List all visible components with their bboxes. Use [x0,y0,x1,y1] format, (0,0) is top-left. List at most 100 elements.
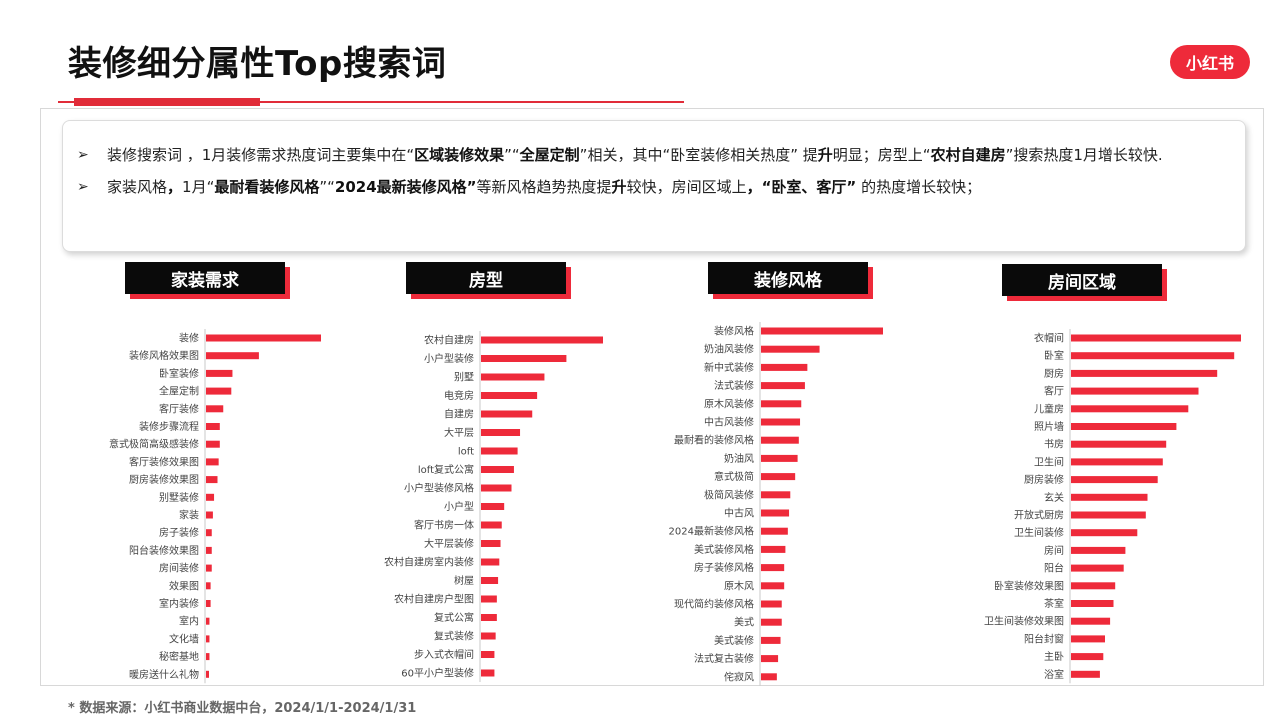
category-label: 暖房送什么礼物 [129,668,199,681]
category-label: 文化墙 [169,632,199,645]
chart-room-area: 衣帽间 卧室 厨房 客厅 儿童房 照片墙 书房 卫生间 厨房装修 玄关 开放式厨房 卫生间装修 房间 阳台… [920,300,1250,692]
bar [761,636,781,644]
category-label: 小户型装修 [424,352,474,365]
bar [1071,529,1138,537]
bar [1071,635,1105,643]
category-label: 效果图 [169,579,199,592]
bar [1071,653,1104,661]
summary-segment: 全屋定制 [519,146,580,164]
bar [761,509,790,517]
summary-segment: 等新风格趋势热度提 [476,178,612,196]
bar [761,454,798,462]
bar [1071,458,1163,466]
arrow-bullet-icon: ➢ [77,179,89,195]
bar [1071,546,1126,554]
brand-logo: 小红书 [1170,45,1250,79]
bar [1071,617,1111,625]
category-label: loft [458,447,474,458]
bar [206,493,215,501]
category-label: 秘密基地 [159,650,199,663]
bar [481,577,499,584]
bar [761,363,808,371]
category-label: 自建房 [444,408,474,421]
category-label: 电竞房 [444,389,474,402]
bar [481,336,603,344]
bar [1071,352,1235,360]
bar [206,617,210,625]
chart-header-room-area: 房间区域 [1002,264,1162,296]
bar [1071,582,1116,590]
bar [761,600,782,608]
category-label: 客厅装修效果图 [129,455,199,468]
category-label: 农村自建房户型图 [394,593,474,606]
summary-text-1: 装修搜索词 ，1月装修需求热度词主要集中在“区域装修效果”“全屋定制”相关，其中… [107,146,1163,164]
category-label: 中古风 [724,507,754,520]
summary-segment: 区域装修效果 [414,146,505,164]
category-label: 装修风格 [714,325,754,338]
category-label: 美式装修风格 [694,543,754,556]
category-label: 茶室 [1044,597,1064,610]
bar [1071,600,1114,607]
bar [206,440,220,448]
summary-segment: 升 [817,146,833,164]
bar [206,387,232,395]
category-label: 小户型装修风格 [404,482,474,495]
category-label: 厨房 [1044,367,1064,380]
category-label: 别墅装修 [159,491,199,504]
summary-segment: 明显；房型上“ [832,146,931,164]
bar [481,521,502,529]
bar [1071,493,1148,501]
summary-line-2: ➢ 家装风格，1月“最耐看装修风格”“2024最新装修风格”等新风格趋势热度提升… [77,177,1223,197]
category-label: 厨房装修 [1024,473,1064,486]
category-label: 原木风 [724,580,754,592]
bar [761,564,785,572]
category-label: 阳台装修效果图 [129,544,199,557]
category-label: 60平小户型装修 [401,667,474,680]
category-label: 别墅 [454,372,474,384]
bar [481,503,505,510]
chart-house-type: 农村自建房 小户型装修 别墅 电竞房 自建房 大平层 loft loft复式公寓 小户型装修风格… [340,300,610,692]
category-label: 阳台封窗 [1024,632,1064,645]
category-label: 意式极简高级感装修 [109,438,199,451]
bar [481,484,512,492]
bar [761,655,779,663]
category-label: 装修风格效果图 [129,349,199,362]
category-label: 开放式厨房 [1014,509,1064,522]
summary-segment: 的热度增长较快； [856,178,982,196]
bar [761,436,799,444]
bar [1071,423,1177,430]
category-label: 美式 [734,616,754,629]
bar [481,355,567,362]
category-label: 原木风装修 [704,397,754,410]
arrow-bullet-icon: ➢ [77,147,89,163]
bar [761,673,777,681]
bar [206,546,212,554]
category-label: 厨房装修效果图 [129,473,199,486]
category-label: 小户型 [444,500,474,513]
bar [481,651,495,658]
category-label: 室内 [179,615,199,628]
category-label: 书房 [1044,438,1064,451]
category-label: 客厅 [1044,385,1064,398]
category-label: 复式公寓 [434,611,474,624]
category-label: 装修 [179,332,199,345]
summary-segment: ， [167,178,183,196]
bar [761,473,796,481]
category-label: 美式装修 [714,634,754,647]
summary-segment: 家装风格 [107,178,168,196]
bar [1071,564,1124,572]
bar [761,545,786,553]
bar [206,511,213,519]
summary-segment: 2024最新装修风格” [334,178,477,196]
category-label: 浴室 [1044,668,1064,681]
bar [1071,405,1189,413]
bar [761,582,785,590]
category-label: 最耐看的装修风格 [674,434,754,447]
category-label: 卧室 [1044,349,1064,362]
category-label: 装修步骤流程 [139,420,199,433]
bar [206,635,210,643]
category-label: 卫生间 [1034,455,1064,468]
summary-segment: 较快，房间区域上 [626,178,747,196]
title-underline-accent [74,98,260,106]
bar [206,352,259,360]
